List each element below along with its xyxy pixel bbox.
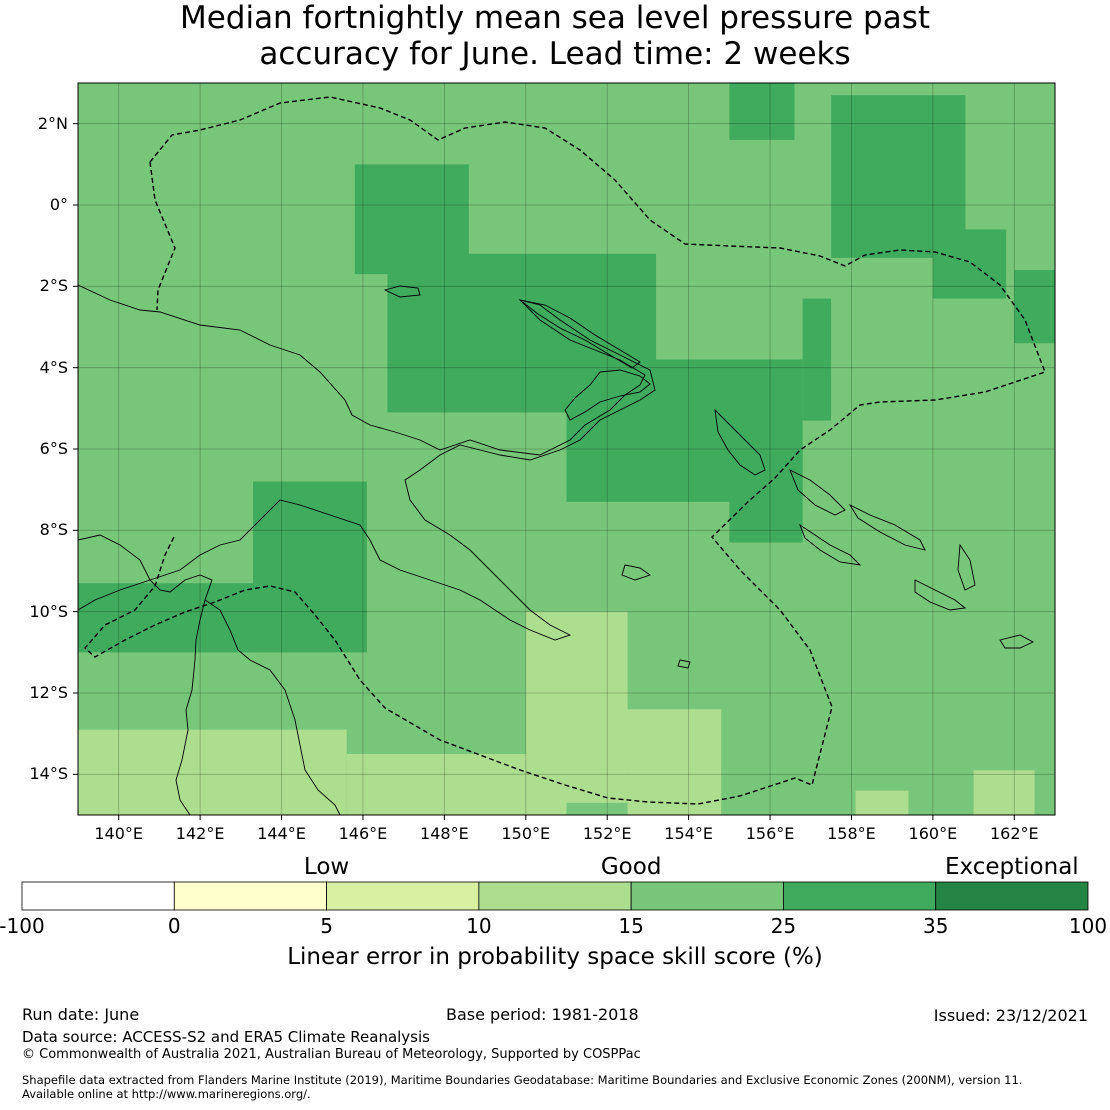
skill-region-3	[729, 449, 803, 543]
coastline-new-ireland	[519, 299, 641, 369]
base-period: Base period: 1981-2018	[446, 1005, 639, 1024]
lon-label-2: 144°E	[257, 824, 306, 843]
title-line-2: accuracy for June. Lead time: 2 weeks	[259, 36, 851, 72]
coastline-solomons-3	[799, 523, 862, 566]
lon-label-5: 150°E	[501, 824, 551, 843]
coastline-new-guinea	[78, 284, 656, 641]
lat-label-2: 2°S	[39, 276, 68, 296]
skill-region-7	[1014, 270, 1055, 344]
colorbar-tick-4: 15	[618, 914, 644, 938]
shapefile-credit-line-1: Shapefile data extracted from Flanders M…	[22, 1073, 1023, 1087]
coastline-manus	[383, 285, 421, 298]
coastline-cape-york	[204, 599, 341, 815]
coastline-bougainville	[714, 408, 766, 476]
colorbar-tick-7: 100	[1068, 914, 1108, 938]
skill-region-14	[627, 709, 722, 815]
skill-region-15	[855, 790, 909, 815]
lon-label-7: 154°E	[664, 824, 713, 843]
run-date: Run date: June	[22, 1005, 140, 1024]
lon-label-8: 156°E	[745, 824, 795, 843]
skill-region-8	[729, 83, 795, 140]
eez-boundary-png	[84, 96, 1046, 805]
skill-region-4	[802, 298, 832, 421]
axis-ticks	[73, 123, 1015, 820]
data-source: Data source: ACCESS-S2 and ERA5 Climate …	[22, 1028, 430, 1046]
lat-label-6: 10°S	[29, 601, 68, 621]
lat-label-3: 4°S	[39, 357, 68, 377]
lat-label-8: 14°S	[29, 764, 68, 784]
colorbar-segment-6	[935, 881, 1089, 911]
map-gridlines	[78, 83, 1055, 815]
colorbar-tick-5: 25	[770, 914, 797, 938]
colorbar-tick-3: 10	[466, 914, 492, 938]
colorbar-tick-6: 35	[922, 914, 949, 938]
skill-region-13	[525, 611, 628, 803]
skill-region-11	[78, 729, 347, 815]
shapefile-credit-line-2: Available online at http://www.marinereg…	[22, 1087, 311, 1101]
colorbar-segment-2	[326, 881, 480, 911]
colorbar-segment-1	[173, 881, 327, 911]
map-title: Median fortnightly mean sea level pressu…	[0, 0, 1110, 72]
title-line-1: Median fortnightly mean sea level pressu…	[179, 0, 931, 36]
lon-label-1: 142°E	[175, 824, 225, 843]
coastline-outlines	[78, 284, 1035, 815]
coastline-solomons-2	[848, 503, 926, 551]
skill-region-6	[932, 229, 1007, 299]
colorbar-tick-1: 0	[167, 914, 181, 938]
lat-label-1: 0°	[49, 195, 68, 214]
coastline-solomons-5	[957, 543, 976, 591]
lon-label-3: 146°E	[338, 824, 388, 843]
copyright-notice: © Commonwealth of Australia 2021, Austra…	[22, 1047, 641, 1062]
colorbar-segment-3	[478, 881, 632, 911]
lon-label-6: 152°E	[582, 824, 632, 843]
eez-boundary-lines	[84, 96, 1046, 805]
colorbar-title: Linear error in probability space skill …	[287, 944, 823, 970]
colorbar-category-good: Good	[600, 854, 662, 880]
skill-region-16	[973, 770, 1035, 815]
lon-label-0: 140°E	[94, 824, 144, 843]
lon-label-9: 158°E	[827, 824, 876, 843]
issued-date: Issued: 23/12/2021	[933, 1006, 1088, 1025]
lon-label-10: 160°E	[908, 824, 958, 843]
coastline-fergusson	[621, 564, 651, 581]
lat-label-0: 2°N	[37, 113, 68, 133]
skill-region-9	[78, 583, 282, 653]
map-canvas	[73, 82, 1056, 820]
colorbar-tick-2: 5	[320, 914, 333, 938]
coastline-solomons-1	[789, 469, 846, 516]
coastline-vanuatu	[999, 634, 1035, 649]
lat-label-5: 8°S	[39, 520, 68, 540]
lat-label-4: 6°S	[39, 439, 68, 458]
lon-label-4: 148°E	[420, 824, 469, 843]
skill-region-10	[253, 481, 368, 653]
colorbar-segment-4	[630, 881, 784, 911]
lat-label-7: 12°S	[29, 683, 68, 702]
colorbar-tick-0: -100	[0, 914, 45, 938]
colorbar	[21, 881, 1089, 911]
coastline-rossel	[677, 659, 691, 669]
colorbar-category-exceptional: Exceptional	[945, 854, 1079, 880]
coastline-solomons-4	[914, 579, 967, 611]
lon-label-11: 162°E	[989, 824, 1039, 843]
eez-boundary-west	[149, 161, 176, 311]
skill-field-cells	[78, 83, 1055, 815]
colorbar-segment-5	[783, 881, 937, 911]
colorbar-category-low: Low	[303, 854, 350, 880]
colorbar-segment-0	[21, 881, 175, 911]
coastline-new-britain	[564, 369, 651, 421]
